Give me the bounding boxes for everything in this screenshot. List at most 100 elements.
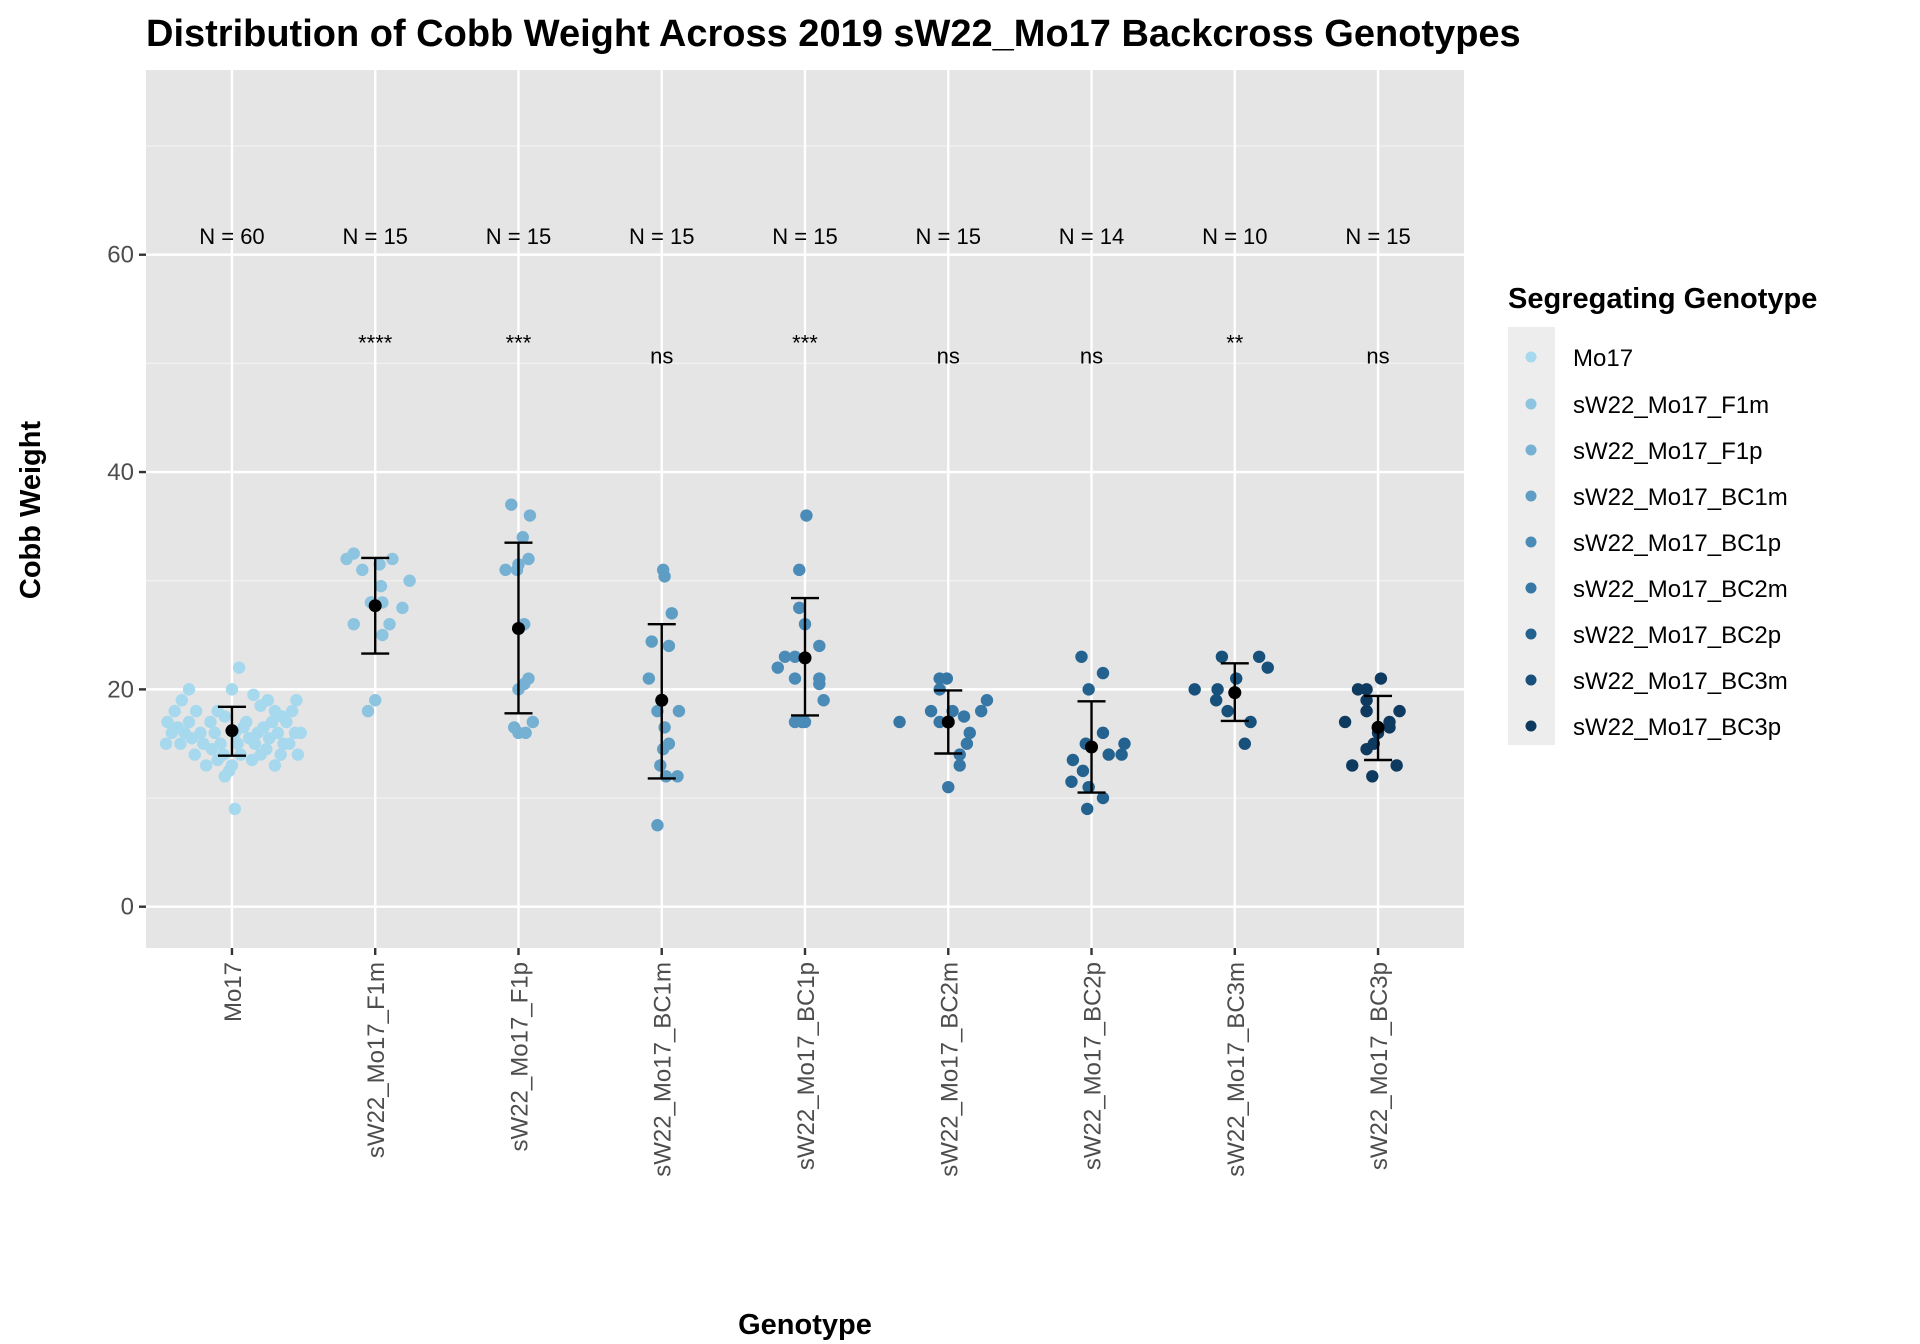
legend-key	[1525, 398, 1537, 410]
data-point	[1244, 715, 1257, 729]
data-point	[231, 737, 244, 750]
data-point	[254, 699, 267, 712]
x-tick-label: sW22_Mo17_BC2p	[1080, 962, 1107, 1170]
data-point	[788, 672, 802, 685]
data-point	[1374, 672, 1388, 685]
data-point	[211, 753, 224, 767]
data-point	[671, 770, 684, 783]
data-point	[1066, 753, 1080, 767]
data-point	[1346, 759, 1359, 772]
legend-label: Mo17	[1573, 345, 1633, 372]
data-point	[291, 748, 305, 761]
data-point	[658, 570, 671, 583]
data-point	[376, 628, 389, 642]
data-point	[1252, 650, 1266, 663]
legend-label: sW22_Mo17_BC2p	[1573, 622, 1781, 649]
x-tick-label: sW22_Mo17_BC3m	[1223, 962, 1250, 1177]
data-point	[205, 742, 219, 756]
data-point	[403, 574, 416, 587]
legend-key	[1525, 582, 1537, 594]
x-tick-label: sW22_Mo17_F1p	[506, 962, 533, 1151]
data-point	[523, 509, 537, 522]
data-point	[957, 710, 971, 723]
x-tick-label: sW22_Mo17_BC1p	[793, 962, 820, 1170]
legend-label: sW22_Mo17_BC1m	[1573, 484, 1788, 511]
data-point	[159, 737, 173, 750]
data-point	[963, 726, 976, 740]
data-point	[813, 677, 826, 691]
n-label: N = 15	[342, 224, 407, 249]
legend: Segregating Genotype Mo17 sW22_Mo17_F1m sW…	[1508, 283, 1817, 745]
x-tick-label: sW22_Mo17_BC3p	[1366, 962, 1393, 1170]
data-point	[1393, 704, 1406, 718]
y-tick-label: 60	[107, 242, 134, 269]
data-point	[788, 650, 802, 663]
data-point	[813, 639, 826, 653]
x-tick-label: sW22_Mo17_BC1m	[650, 962, 677, 1177]
data-point	[1351, 683, 1365, 696]
significance-label: ***	[506, 330, 532, 355]
data-point	[924, 704, 938, 718]
x-axis-title: Genotype	[738, 1309, 872, 1341]
data-point	[208, 726, 221, 740]
legend-key	[1525, 536, 1537, 548]
error-bars	[217, 541, 1393, 794]
significance-label: ns	[1366, 343, 1389, 368]
data-point	[1081, 802, 1094, 816]
data-point	[793, 601, 806, 615]
data-point	[522, 552, 535, 566]
data-point	[1390, 759, 1403, 772]
data-point	[185, 732, 199, 745]
data-point	[1209, 694, 1223, 707]
data-point	[248, 737, 262, 750]
x-tick-label: Mo17	[220, 962, 247, 1022]
y-tick-label: 20	[107, 676, 134, 703]
data-point	[665, 607, 678, 620]
data-point	[942, 780, 955, 794]
legend-label: sW22_Mo17_BC2m	[1573, 576, 1788, 603]
data-point	[232, 661, 246, 674]
data-point	[656, 742, 670, 756]
data-point	[798, 715, 812, 729]
data-point	[374, 579, 388, 593]
annotations: N = 60 N = 15 **** N = 15 *** N = 15 ns N = 15 *…	[199, 224, 1411, 369]
legend-key	[1525, 628, 1537, 640]
data-point	[218, 770, 231, 783]
significance-label: ****	[358, 330, 393, 355]
data-point	[1082, 683, 1095, 696]
mean-point	[1371, 720, 1385, 734]
significance-label: ns	[1080, 343, 1103, 368]
data-point	[1188, 683, 1201, 696]
data-point	[263, 732, 276, 745]
data-point	[1261, 661, 1274, 674]
data-point	[285, 704, 299, 718]
y-tick-label: 0	[121, 894, 134, 921]
data-point	[182, 715, 196, 729]
significance-label: **	[1226, 330, 1244, 355]
data-point	[268, 759, 282, 772]
data-point	[283, 737, 296, 750]
n-label: N = 14	[1059, 224, 1124, 249]
data-point	[793, 563, 806, 577]
legend-label: sW22_Mo17_BC3p	[1573, 714, 1781, 741]
data-point	[1096, 791, 1110, 805]
data-point	[1211, 683, 1224, 696]
data-point	[1238, 737, 1252, 750]
mean-point	[655, 693, 669, 707]
legend-key	[1525, 674, 1537, 686]
n-label: N = 15	[629, 224, 694, 249]
y-axis-title: Cobb Weight	[15, 421, 47, 600]
data-point	[658, 721, 671, 734]
mean-point	[1085, 740, 1099, 754]
legend-label: sW22_Mo17_F1m	[1573, 392, 1769, 419]
data-point	[526, 715, 540, 729]
mean-point	[798, 651, 812, 665]
major-gridlines	[146, 70, 1464, 948]
legend-key	[1525, 444, 1537, 456]
data-point	[1096, 666, 1110, 680]
data-point	[383, 617, 396, 631]
legend-label: sW22_Mo17_BC3m	[1573, 668, 1788, 695]
data-point	[280, 715, 293, 729]
data-point	[1366, 770, 1379, 783]
